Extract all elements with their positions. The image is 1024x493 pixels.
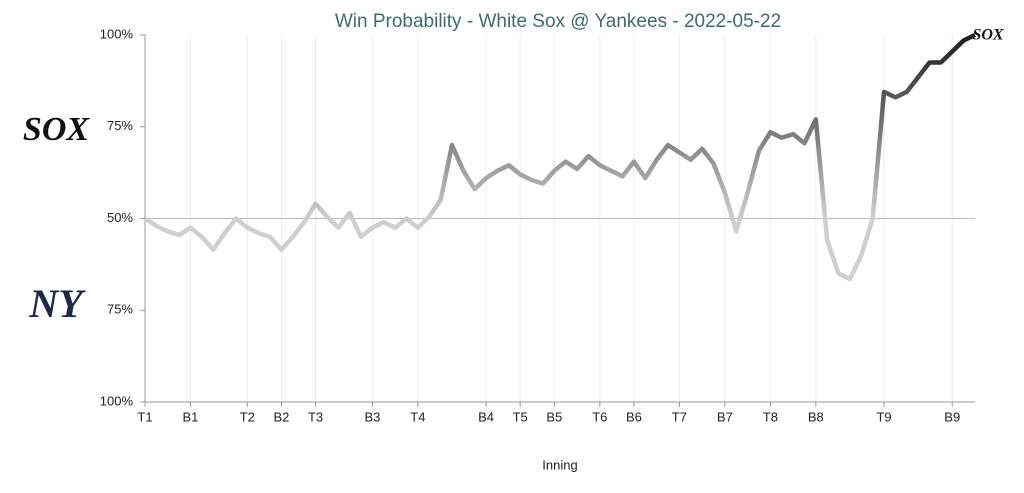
chart-title: Win Probability - White Sox @ Yankees - … xyxy=(335,11,781,32)
x-tick-label: B5 xyxy=(546,409,562,424)
x-tick-label: T1 xyxy=(137,409,152,424)
x-tick-label: B6 xyxy=(626,409,642,424)
win-probability-line xyxy=(143,32,976,282)
x-tick-label: B1 xyxy=(183,409,199,424)
y-tick-label: 100% xyxy=(100,393,134,408)
x-tick-label: T9 xyxy=(876,409,891,424)
x-tick-label: T3 xyxy=(308,409,323,424)
x-tick-label: B7 xyxy=(717,409,733,424)
y-tick-label: 75% xyxy=(107,118,133,133)
x-tick-label: B4 xyxy=(478,409,494,424)
y-tick-label: 100% xyxy=(100,26,134,41)
x-tick-label: B9 xyxy=(944,409,960,424)
team-logo: SOX xyxy=(23,111,90,148)
team-logo: NY xyxy=(28,281,86,326)
x-tick-label: B2 xyxy=(273,409,289,424)
x-tick-label: B3 xyxy=(364,409,380,424)
x-tick-label: T8 xyxy=(763,409,778,424)
x-tick-label: T2 xyxy=(240,409,255,424)
team-logo: SOX xyxy=(972,27,1003,44)
y-tick-label: 75% xyxy=(107,302,133,317)
y-tick-label: 50% xyxy=(107,210,133,225)
x-tick-label: T4 xyxy=(410,409,425,424)
x-tick-label: T5 xyxy=(513,409,528,424)
x-tick-label: B8 xyxy=(808,409,824,424)
x-tick-label: T6 xyxy=(592,409,607,424)
x-tick-label: T7 xyxy=(672,409,687,424)
x-axis-label: Inning xyxy=(542,457,577,472)
